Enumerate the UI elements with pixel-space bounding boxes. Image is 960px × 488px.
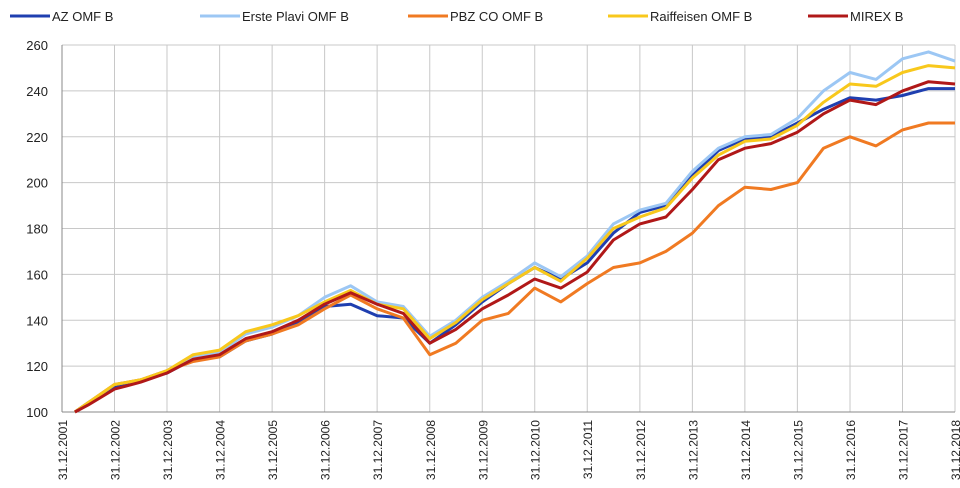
series-line <box>74 64 956 414</box>
x-tick-label: 31.12.2010 <box>529 420 543 480</box>
x-tick-label: 31.12.2017 <box>897 420 911 480</box>
x-tick-label: 31.12.2009 <box>476 420 490 480</box>
x-tick-label: 31.12.2011 <box>581 420 595 479</box>
series-line <box>74 50 956 414</box>
series-line <box>74 121 955 414</box>
y-tick-label: 220 <box>26 130 48 145</box>
y-tick-label: 120 <box>26 359 48 374</box>
x-tick-label: 31.12.2012 <box>634 420 648 480</box>
x-tick-label: 31.12.2008 <box>424 420 438 480</box>
legend-label: AZ OMF B <box>52 9 113 24</box>
x-tick-label: 31.12.2005 <box>266 420 280 480</box>
x-tick-label: 31.12.2006 <box>319 420 333 480</box>
y-tick-label: 100 <box>26 405 48 420</box>
legend-label: Erste Plavi OMF B <box>242 9 349 24</box>
y-tick-label: 140 <box>26 313 48 328</box>
x-tick-label: 31.12.2004 <box>214 420 228 480</box>
legend-label: PBZ CO OMF B <box>450 9 543 24</box>
legend-label: Raiffeisen OMF B <box>650 9 752 24</box>
y-tick-label: 180 <box>26 222 48 237</box>
series-line <box>74 80 956 414</box>
x-tick-label: 31.12.2014 <box>739 420 753 480</box>
x-tick-label: 31.12.2001 <box>56 420 70 480</box>
x-tick-label: 31.12.2018 <box>949 420 960 480</box>
x-tick-label: 31.12.2013 <box>686 420 700 480</box>
y-tick-label: 200 <box>26 176 48 191</box>
x-tick-label: 31.12.2003 <box>161 420 175 480</box>
y-tick-label: 160 <box>26 267 48 282</box>
y-tick-label: 240 <box>26 84 48 99</box>
x-tick-label: 31.12.2007 <box>371 420 385 480</box>
y-tick-label: 260 <box>26 38 48 53</box>
x-tick-label: 31.12.2015 <box>791 420 805 480</box>
legend-label: MIREX B <box>850 9 903 24</box>
x-tick-label: 31.12.2016 <box>844 420 858 480</box>
x-tick-label: 31.12.2002 <box>108 420 122 480</box>
